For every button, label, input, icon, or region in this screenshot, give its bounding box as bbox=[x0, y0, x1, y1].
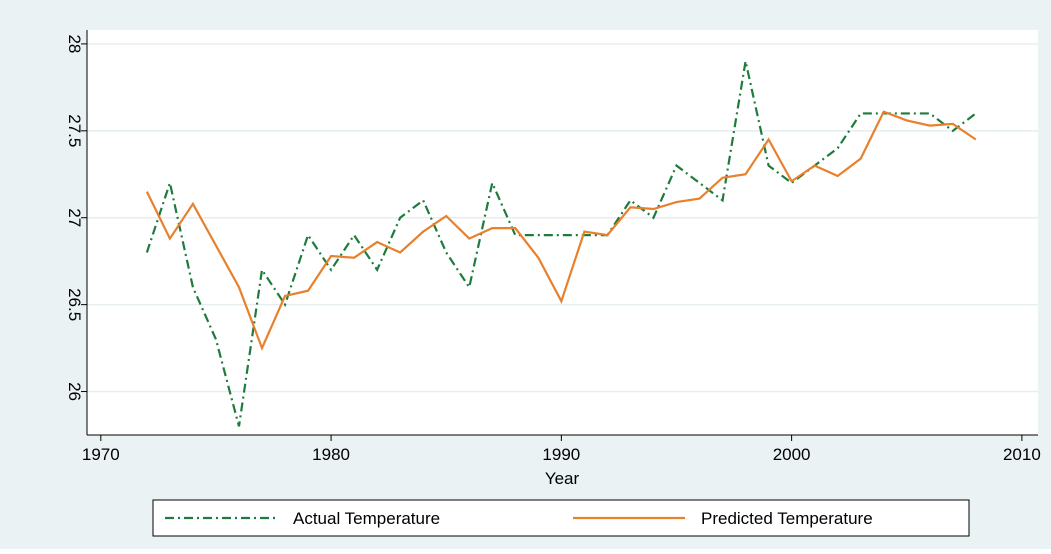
x-tick-label: 1990 bbox=[542, 445, 580, 464]
x-tick-label: 2010 bbox=[1003, 445, 1041, 464]
y-tick-label: 26 bbox=[65, 382, 84, 401]
series-line bbox=[145, 61, 977, 427]
x-tick-label: 1970 bbox=[82, 445, 120, 464]
x-tick-label: 1980 bbox=[312, 445, 350, 464]
y-tick-label: 26.5 bbox=[65, 288, 84, 321]
y-tick-label: 27.5 bbox=[65, 114, 84, 147]
legend-label: Actual Temperature bbox=[293, 509, 440, 528]
series-line bbox=[145, 110, 977, 351]
x-axis-title: Year bbox=[545, 469, 580, 488]
y-tick-label: 27 bbox=[65, 208, 84, 227]
plot-area bbox=[87, 30, 1038, 435]
legend-label: Predicted Temperature bbox=[701, 509, 873, 528]
x-tick-label: 2000 bbox=[773, 445, 811, 464]
legend-box bbox=[152, 499, 970, 537]
y-tick-label: 28 bbox=[65, 34, 84, 53]
